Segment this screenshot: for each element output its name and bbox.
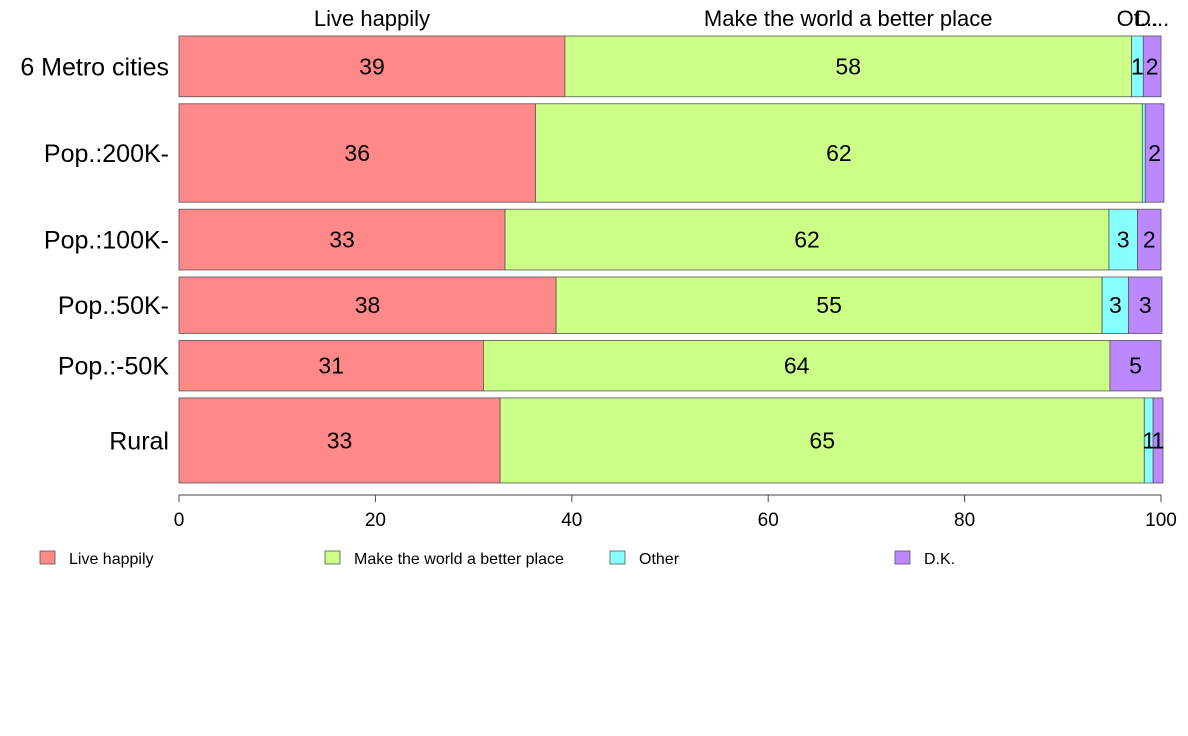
legend: Live happily Make the world a better plac…: [39, 550, 955, 568]
bar-segment: [564, 35, 1132, 98]
bar-segment: [499, 397, 1145, 484]
category-label: Pop.:-50K: [58, 353, 170, 381]
x-axis: 0 20 40 60 80 100: [174, 494, 1177, 531]
bar-row: 39 58 1 2: [178, 35, 1162, 98]
data-label: 33: [327, 427, 353, 453]
bar-segment: [178, 276, 557, 334]
bar-segment: [1108, 208, 1138, 271]
bar-row: 36 62 2: [178, 103, 1165, 203]
x-tick-label: 80: [954, 510, 975, 531]
category-label: Pop.:200K-: [44, 140, 169, 168]
data-label: 65: [809, 427, 835, 453]
legend-label: D.K.: [924, 551, 955, 568]
bar-segment: [1109, 340, 1162, 392]
bar-segment: [178, 103, 536, 203]
bar-row: 33 62 3 2: [178, 208, 1162, 271]
data-label: 58: [835, 53, 861, 79]
bar-segment: [1142, 35, 1162, 98]
data-label: 2: [1143, 227, 1156, 253]
legend-swatch: [894, 550, 911, 565]
top-series-label: Ot...: [1117, 6, 1159, 31]
data-label: 3: [1109, 292, 1122, 318]
bar-segment: [1137, 208, 1162, 271]
data-label: 38: [355, 292, 381, 318]
bar-row: 33 65 11: [178, 397, 1165, 484]
data-label: 33: [329, 227, 355, 253]
bar-segment: [1128, 276, 1163, 334]
data-label: 36: [344, 140, 370, 166]
data-label: 2: [1148, 140, 1161, 166]
data-label: 1: [1152, 427, 1165, 453]
x-tick-label: 0: [174, 510, 185, 531]
data-label: 1: [1131, 53, 1144, 79]
bar-row: 38 55 3 3: [178, 276, 1163, 334]
bar-segment: [1141, 103, 1146, 203]
category-label: Pop.:100K-: [44, 227, 169, 255]
x-tick-label: 20: [365, 510, 386, 531]
data-label: 5: [1129, 353, 1142, 379]
data-label: 62: [794, 227, 820, 253]
top-series-label: Make the world a better place: [704, 6, 993, 31]
top-series-labels: Live happily Make the world a better plac…: [314, 6, 1169, 31]
bars-area: 39 58 1 236 62 233 62 3 238 55 3 331 64 533 65 11: [178, 35, 1165, 484]
legend-item: D.K.: [894, 550, 955, 568]
legend-label: Live happily: [69, 551, 154, 568]
data-label: 3: [1117, 227, 1130, 253]
bar-segment: [178, 340, 484, 392]
top-series-label: D...: [1135, 6, 1169, 31]
bar-segment: [1144, 103, 1165, 203]
data-label: 39: [359, 53, 385, 79]
legend-label: Other: [639, 551, 680, 568]
bar-segment: [555, 276, 1103, 334]
data-label: 62: [826, 140, 852, 166]
bar-segment: [504, 208, 1110, 271]
data-label: 31: [318, 353, 344, 379]
data-label: 64: [784, 353, 810, 379]
bar-segment: [178, 35, 566, 98]
bar-row: 31 64 5: [178, 340, 1162, 392]
legend-swatch: [609, 550, 626, 565]
x-tick-label: 100: [1145, 510, 1177, 531]
bar-segment: [1152, 397, 1164, 484]
legend-swatch: [324, 550, 341, 565]
category-label: Rural: [109, 427, 169, 455]
legend-item: Other: [609, 550, 680, 568]
bar-segment: [535, 103, 1143, 203]
legend-label: Make the world a better place: [354, 551, 564, 568]
data-label: 3: [1139, 292, 1152, 318]
data-label: 2: [1146, 53, 1159, 79]
bar-segment: [483, 340, 1111, 392]
legend-swatch: [39, 550, 56, 565]
bar-segment: [178, 208, 506, 271]
top-series-label: Live happily: [314, 6, 430, 31]
x-tick-label: 40: [561, 510, 582, 531]
category-label: Pop.:50K-: [58, 292, 169, 320]
legend-item: Live happily: [39, 550, 154, 568]
x-tick-label: 60: [758, 510, 779, 531]
legend-item: Make the world a better place: [324, 550, 564, 568]
data-label: 55: [816, 292, 842, 318]
data-label: 1: [1142, 427, 1155, 453]
bar-segment: [178, 397, 501, 484]
category-labels: 6 Metro cities Pop.:200K- Pop.:100K- Pop.:5…: [20, 53, 169, 455]
category-label: 6 Metro cities: [20, 53, 169, 81]
